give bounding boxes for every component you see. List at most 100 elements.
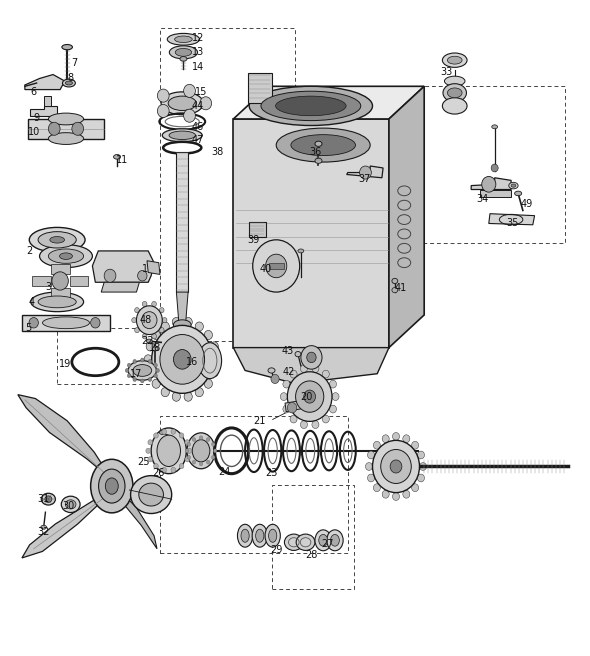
Text: 35: 35 xyxy=(506,218,519,228)
Circle shape xyxy=(148,359,152,363)
Circle shape xyxy=(154,363,158,367)
Ellipse shape xyxy=(237,524,253,547)
Circle shape xyxy=(184,392,192,401)
Circle shape xyxy=(253,240,300,292)
Circle shape xyxy=(153,433,158,438)
Text: 13: 13 xyxy=(192,47,204,57)
Ellipse shape xyxy=(175,36,192,43)
Ellipse shape xyxy=(128,361,156,380)
Circle shape xyxy=(135,327,139,333)
Ellipse shape xyxy=(284,534,303,550)
Circle shape xyxy=(52,272,68,290)
Circle shape xyxy=(148,378,152,382)
Ellipse shape xyxy=(514,191,522,195)
Ellipse shape xyxy=(444,76,465,86)
Polygon shape xyxy=(116,493,157,549)
Circle shape xyxy=(29,318,38,328)
Ellipse shape xyxy=(162,129,202,142)
Circle shape xyxy=(204,379,212,388)
Circle shape xyxy=(365,462,372,470)
Text: 17: 17 xyxy=(130,369,143,379)
Circle shape xyxy=(283,380,290,388)
Circle shape xyxy=(48,122,60,135)
Circle shape xyxy=(144,355,152,364)
Ellipse shape xyxy=(276,128,370,162)
Ellipse shape xyxy=(173,320,191,329)
Circle shape xyxy=(373,441,381,449)
Ellipse shape xyxy=(61,496,80,512)
Polygon shape xyxy=(28,119,104,138)
Polygon shape xyxy=(480,190,511,197)
Circle shape xyxy=(290,370,297,378)
Circle shape xyxy=(152,379,160,388)
Polygon shape xyxy=(101,282,139,292)
Text: 6: 6 xyxy=(31,87,37,96)
Text: 38: 38 xyxy=(211,147,224,157)
Circle shape xyxy=(271,375,279,384)
Text: 20: 20 xyxy=(300,392,313,401)
Circle shape xyxy=(368,474,375,482)
Ellipse shape xyxy=(63,79,76,87)
Ellipse shape xyxy=(41,525,47,529)
Polygon shape xyxy=(471,178,511,190)
Circle shape xyxy=(136,306,162,335)
Circle shape xyxy=(187,455,191,459)
Ellipse shape xyxy=(50,237,64,243)
Ellipse shape xyxy=(255,529,264,543)
Ellipse shape xyxy=(447,88,462,98)
Circle shape xyxy=(491,164,498,172)
Ellipse shape xyxy=(261,91,360,121)
Text: 8: 8 xyxy=(68,73,74,83)
Circle shape xyxy=(322,370,329,378)
Ellipse shape xyxy=(187,433,215,469)
Polygon shape xyxy=(233,119,389,348)
Circle shape xyxy=(390,460,402,473)
Ellipse shape xyxy=(198,342,222,379)
Text: 16: 16 xyxy=(186,357,198,367)
Ellipse shape xyxy=(40,245,93,268)
Circle shape xyxy=(266,254,287,277)
Text: 25: 25 xyxy=(137,457,150,467)
Circle shape xyxy=(412,484,419,491)
Circle shape xyxy=(329,405,336,413)
Ellipse shape xyxy=(249,87,372,125)
Ellipse shape xyxy=(315,141,322,146)
Ellipse shape xyxy=(106,478,118,494)
Text: 24: 24 xyxy=(218,466,231,477)
Circle shape xyxy=(135,308,139,313)
Circle shape xyxy=(214,449,217,453)
Polygon shape xyxy=(22,491,113,558)
Circle shape xyxy=(172,318,181,327)
Text: 26: 26 xyxy=(153,468,165,478)
Bar xyxy=(348,87,565,243)
Ellipse shape xyxy=(48,113,84,125)
Ellipse shape xyxy=(157,435,181,466)
Text: 31: 31 xyxy=(38,494,50,504)
Circle shape xyxy=(158,89,169,102)
Text: 18: 18 xyxy=(149,342,162,352)
Circle shape xyxy=(195,322,204,331)
Circle shape xyxy=(171,429,176,434)
Text: 27: 27 xyxy=(321,539,333,548)
Circle shape xyxy=(152,331,160,340)
Ellipse shape xyxy=(252,524,267,547)
Circle shape xyxy=(146,342,155,351)
Circle shape xyxy=(171,467,176,472)
Circle shape xyxy=(290,415,297,423)
Ellipse shape xyxy=(175,49,192,56)
Circle shape xyxy=(287,372,332,421)
Ellipse shape xyxy=(41,493,55,505)
Circle shape xyxy=(211,455,215,459)
Polygon shape xyxy=(51,287,70,298)
Text: 28: 28 xyxy=(305,550,317,560)
Polygon shape xyxy=(18,395,112,480)
Ellipse shape xyxy=(268,368,275,373)
Circle shape xyxy=(185,449,189,453)
Circle shape xyxy=(183,85,195,97)
Circle shape xyxy=(312,420,319,428)
Circle shape xyxy=(187,442,191,446)
Ellipse shape xyxy=(30,228,85,252)
Ellipse shape xyxy=(60,253,73,259)
Ellipse shape xyxy=(327,530,343,551)
Ellipse shape xyxy=(443,84,467,102)
